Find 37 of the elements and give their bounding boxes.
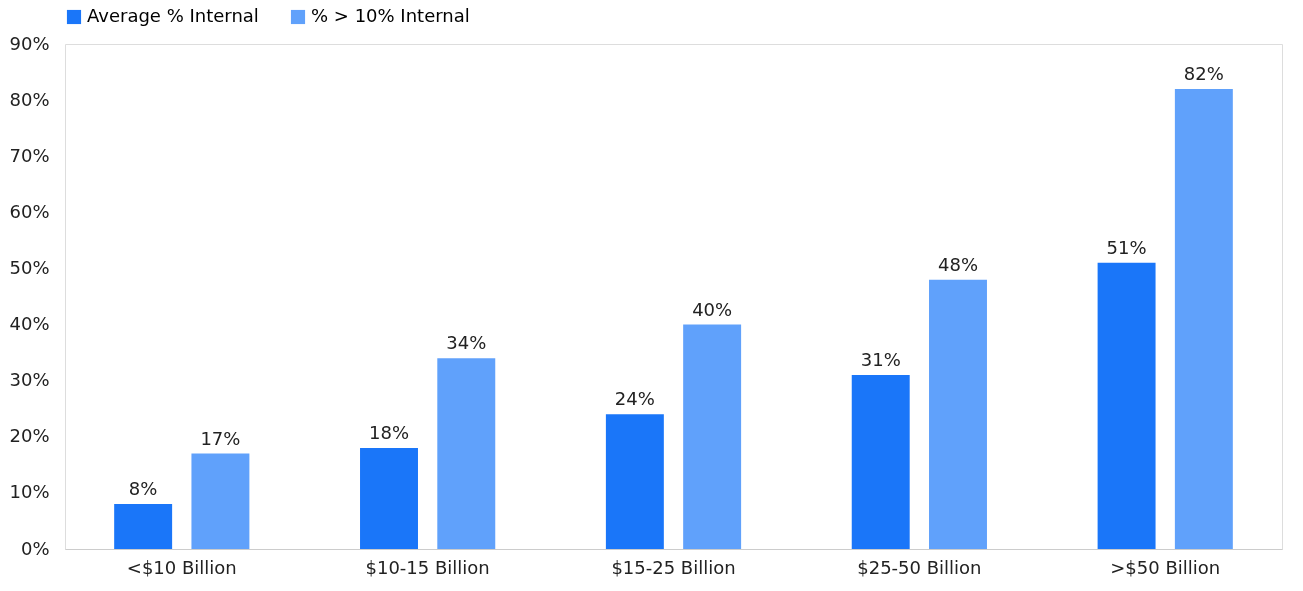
bar — [605, 414, 664, 549]
bar — [1174, 88, 1233, 549]
y-tick-label: 80% — [9, 88, 50, 110]
data-label: 51% — [1106, 236, 1147, 258]
bar — [851, 375, 910, 549]
data-label: 31% — [860, 349, 901, 371]
y-tick-label: 60% — [9, 200, 50, 222]
bar — [114, 504, 173, 549]
bar — [191, 453, 250, 549]
data-label: 40% — [692, 298, 733, 320]
data-label: 34% — [446, 332, 487, 354]
y-tick-label: 90% — [9, 32, 50, 54]
bar — [437, 358, 496, 549]
data-label: 24% — [614, 388, 655, 410]
x-tick-label: <$10 Billion — [126, 556, 237, 578]
y-tick-label: 10% — [9, 481, 50, 503]
data-label: 8% — [128, 478, 158, 500]
y-tick-label: 0% — [20, 537, 50, 559]
y-tick-label: 30% — [9, 369, 50, 391]
data-label: 48% — [937, 253, 978, 275]
bar — [1097, 262, 1156, 549]
bar — [929, 279, 987, 549]
bar — [683, 324, 742, 549]
x-tick-label: $25-50 Billion — [857, 556, 982, 578]
y-tick-label: 50% — [9, 256, 50, 278]
y-tick-label: 20% — [9, 425, 50, 447]
x-tick-label: $10-15 Billion — [365, 556, 490, 578]
legend-label: % > 10% Internal — [311, 5, 470, 26]
x-tick-label: >$50 Billion — [1110, 556, 1221, 578]
data-label: 18% — [369, 422, 410, 443]
data-label: 82% — [1183, 62, 1224, 84]
bar — [360, 448, 418, 549]
data-label: 17% — [200, 427, 241, 449]
y-tick-label: 40% — [9, 313, 50, 335]
legend-label: Average % Internal — [87, 5, 259, 26]
y-tick-label: 70% — [9, 144, 50, 166]
x-tick-label: $15-25 Billion — [611, 556, 736, 578]
